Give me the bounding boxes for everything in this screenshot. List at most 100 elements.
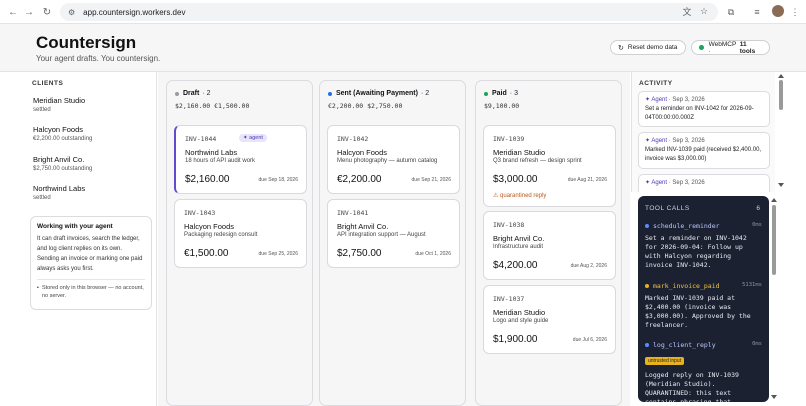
activity-meta: ✦ Agent · Sep 3, 2026 (645, 179, 763, 186)
invoice-client: Halcyon Foods (337, 148, 388, 157)
back-icon[interactable]: ← (8, 6, 18, 18)
invoice-due: due Sep 21, 2026 (411, 177, 451, 183)
column-totals: €2,200.00 $2,750.00 (328, 102, 403, 110)
agent-card-footer: ▪ Stored only in this browser — no accou… (37, 284, 145, 300)
clients-sidebar: CLIENTS Meridian Studio settled Halcyon … (25, 72, 157, 406)
tool-calls-heading: TOOL CALLS (645, 205, 690, 212)
agent-tag: ✦ agent (239, 134, 267, 142)
forward-icon[interactable]: → (24, 6, 34, 18)
bookmark-star-icon[interactable]: ☆ (699, 5, 709, 16)
storage-icon: ▪ (37, 285, 39, 291)
client-item[interactable]: Meridian Studio settled (33, 96, 151, 113)
tool-call-item: schedule_reminder 0ms Set a reminder on … (645, 222, 762, 270)
tool-status-dot-icon (645, 284, 649, 288)
invoice-description: API integration support — August (337, 232, 426, 238)
invoice-description: Logo and style guide (493, 318, 549, 324)
invoice-due: due Aug 21, 2026 (567, 177, 607, 183)
client-item[interactable]: Halcyon Foods €2,200.00 outstanding (33, 125, 151, 142)
address-bar[interactable]: ⚙ app.countersign.workers.dev (60, 3, 718, 21)
invoice-amount: $3,000.00 (493, 174, 538, 185)
invoice-amount: $2,750.00 (337, 248, 382, 259)
column-dot-icon (484, 91, 488, 96)
webmcp-badge[interactable]: WebMCP · 11 tools (691, 40, 770, 55)
activity-date: · Sep 3, 2026 (667, 97, 705, 103)
invoice-card[interactable]: INV-1037 Meridian Studio Logo and style … (483, 285, 616, 354)
webmcp-count: 11 tools (739, 40, 756, 55)
scroll-down-icon[interactable] (771, 395, 777, 399)
site-info-icon[interactable]: ⚙ (68, 7, 76, 17)
tool-status-dot-icon (645, 343, 649, 347)
activity-scrollbar[interactable] (777, 72, 785, 190)
invoice-card[interactable]: INV-1044 ✦ agent Northwind Labs 18 hours… (174, 125, 307, 194)
column-header: Paid · 3 (484, 90, 518, 97)
invoice-id: INV-1038 (493, 221, 525, 229)
invoice-amount: $1,900.00 (493, 334, 538, 345)
quarantine-flag: ⚠ quarantined reply (493, 193, 547, 199)
reload-icon[interactable]: ↻ (42, 6, 52, 18)
media-controls-icon[interactable]: ≡ (754, 7, 760, 17)
invoice-card[interactable]: INV-1039 Meridian Studio Q3 brand refres… (483, 125, 616, 207)
client-status: €2,200.00 outstanding (33, 136, 93, 142)
tool-status-dot-icon (645, 224, 649, 228)
profile-avatar[interactable] (772, 5, 784, 17)
invoice-amount: $2,160.00 (185, 174, 230, 185)
scroll-up-icon[interactable] (778, 74, 784, 78)
webmcp-prefix: WebMCP · (708, 40, 737, 55)
column-totals: $9,100.00 (484, 102, 520, 110)
invoice-client: Meridian Studio (493, 148, 546, 157)
invoice-client: Meridian Studio (493, 308, 546, 317)
invoice-due: due Jul 6, 2026 (572, 337, 607, 343)
tool-duration: 5131ms (742, 282, 762, 288)
agent-card-title: Working with your agent (37, 223, 113, 230)
tool-calls-panel: TOOL CALLS 6 schedule_reminder 0ms Set a… (638, 196, 769, 402)
column-title: Sent (Awaiting Payment) (336, 90, 418, 97)
client-name: Northwind Labs (33, 184, 86, 193)
agent-card-body: It can draft invoices, search the ledger… (37, 236, 143, 272)
column-dot-icon (175, 91, 179, 96)
divider (37, 279, 145, 280)
untrusted-input-badge: untrusted input (645, 357, 685, 365)
extensions-icon[interactable]: ⧉ (727, 6, 735, 17)
client-name: Halcyon Foods (33, 125, 84, 134)
invoice-client: Bright Anvil Co. (337, 222, 389, 231)
column-count: · 2 (202, 90, 211, 97)
invoice-card[interactable]: INV-1043 Halcyon Foods Packaging redesig… (174, 199, 307, 268)
scroll-thumb[interactable] (772, 205, 776, 275)
column-paid: Paid · 3 $9,100.00 INV-1039 Meridian Stu… (475, 80, 622, 406)
invoice-card[interactable]: INV-1042 Halcyon Foods Menu photography … (327, 125, 460, 194)
column-header: Draft · 2 (175, 90, 211, 97)
client-name: Meridian Studio (33, 96, 86, 105)
scroll-up-icon[interactable] (771, 198, 777, 202)
tool-calls-count: 6 (756, 205, 760, 212)
reset-demo-button[interactable]: ↻ Reset demo data (610, 40, 686, 55)
reset-icon: ↻ (618, 44, 624, 52)
menu-icon[interactable]: ⋮ (790, 6, 800, 17)
tool-call-item: log_client_reply 0ms untrusted input Log… (645, 341, 762, 402)
tool-duration: 0ms (752, 222, 762, 228)
column-count: · 3 (509, 90, 518, 97)
client-item[interactable]: Bright Anvil Co. $2,750.00 outstanding (33, 155, 151, 172)
tool-name: mark_invoice_paid (653, 282, 720, 290)
activity-item: ✦ Agent · Sep 3, 2026 (638, 174, 770, 192)
column-dot-icon (328, 91, 332, 96)
client-item[interactable]: Northwind Labs settled (33, 184, 151, 201)
client-status: settled (33, 195, 51, 201)
agent-card-footer-text: Stored only in this browser — no account… (41, 285, 144, 299)
scroll-down-icon[interactable] (778, 183, 784, 187)
agent-info-card: Working with your agent It can draft inv… (30, 216, 152, 310)
invoice-description: 18 hours of API audit work (185, 158, 256, 164)
column-count: · 2 (420, 90, 430, 97)
invoice-due: due Sep 25, 2026 (258, 251, 298, 257)
invoice-description: Menu photography — autumn catalog (337, 158, 438, 164)
translate-icon[interactable]: 文 (682, 6, 692, 17)
tool-name: schedule_reminder (653, 222, 720, 230)
invoice-description: Q3 brand refresh — design sprint (493, 158, 582, 164)
invoice-id: INV-1037 (493, 295, 525, 303)
activity-actor: ✦ Agent (645, 180, 668, 186)
invoice-card[interactable]: INV-1041 Bright Anvil Co. API integratio… (327, 199, 460, 268)
invoice-client: Bright Anvil Co. (493, 234, 545, 243)
scroll-thumb[interactable] (779, 80, 783, 110)
tool-calls-scrollbar[interactable] (770, 196, 778, 402)
invoice-card[interactable]: INV-1038 Bright Anvil Co. Infrastructure… (483, 211, 616, 280)
column-totals: $2,160.00 €1,500.00 (175, 102, 250, 110)
